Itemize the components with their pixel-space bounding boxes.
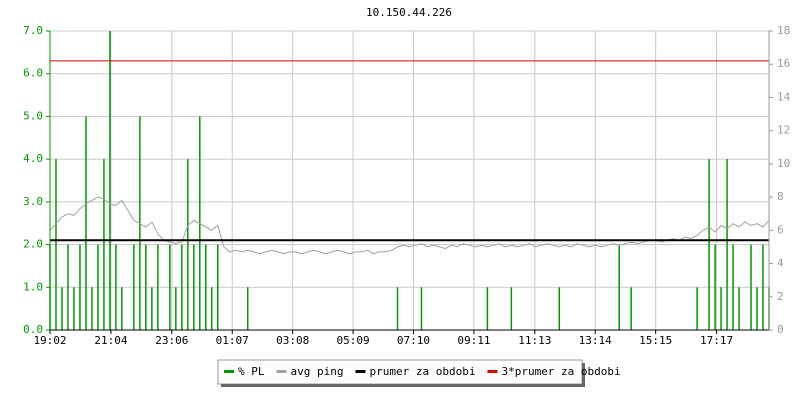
chart-title: 10.150.44.226 — [366, 6, 452, 19]
y2-tick-label: 14 — [777, 90, 791, 103]
y-tick-label: 1.0 — [23, 280, 43, 293]
legend: % PL avg ping prumer za obdobi 3*prumer za … — [224, 365, 621, 378]
x-tick-label: 11:13 — [518, 334, 551, 347]
x-tick-label: 13:14 — [579, 334, 612, 347]
x-tick-label: 01:07 — [216, 334, 249, 347]
legend-swatch — [355, 370, 366, 373]
y-tick-label: 5.0 — [23, 109, 43, 122]
plot — [49, 31, 770, 330]
legend-label: 3*prumer za obdobi — [501, 365, 620, 378]
y-tick-label: 7.0 — [23, 24, 43, 37]
y2-tick-label: 18 — [777, 24, 790, 37]
y2-tick-label: 12 — [777, 124, 790, 137]
y2-tick-label: 4 — [777, 257, 784, 270]
x-tick-label: 09:11 — [457, 334, 490, 347]
y2-tick-label: 16 — [777, 57, 790, 70]
y-tick-label: 2.0 — [23, 238, 43, 251]
axes: 0.0 1.0 2.0 3.0 4.0 5.0 6.0 7.0 0 2 4 6 8 10 12 14 16 18 1… — [23, 24, 790, 347]
y2-tick-label: 8 — [777, 190, 784, 203]
x-tick-label: 21:04 — [94, 334, 127, 347]
y2-tick-label: 0 — [777, 323, 784, 336]
y2-tick-label: 6 — [777, 223, 784, 236]
legend-label: avg ping — [291, 365, 344, 378]
x-tick-label: 07:10 — [397, 334, 430, 347]
legend-swatch — [224, 370, 234, 373]
x-tick-label: 05:09 — [337, 334, 370, 347]
legend-shadow — [582, 363, 585, 387]
x-tick-label: 19:02 — [33, 334, 66, 347]
y-tick-label: 3.0 — [23, 195, 43, 208]
y-tick-label: 4.0 — [23, 152, 43, 165]
legend-swatch — [276, 370, 287, 373]
legend-swatch — [487, 370, 498, 373]
y2-tick-label: 2 — [777, 290, 784, 303]
x-tick-label: 15:15 — [639, 334, 672, 347]
legend-label: % PL — [238, 365, 265, 378]
y-tick-label: 0.0 — [23, 323, 43, 336]
legend-shadow — [221, 384, 585, 387]
x-tick-label: 17:17 — [700, 334, 733, 347]
x-tick-label: 03:08 — [276, 334, 309, 347]
legend-label: prumer za obdobi — [369, 365, 475, 378]
x-tick-label: 23:06 — [155, 334, 188, 347]
y-tick-label: 6.0 — [23, 67, 43, 80]
y2-tick-label: 10 — [777, 157, 790, 170]
